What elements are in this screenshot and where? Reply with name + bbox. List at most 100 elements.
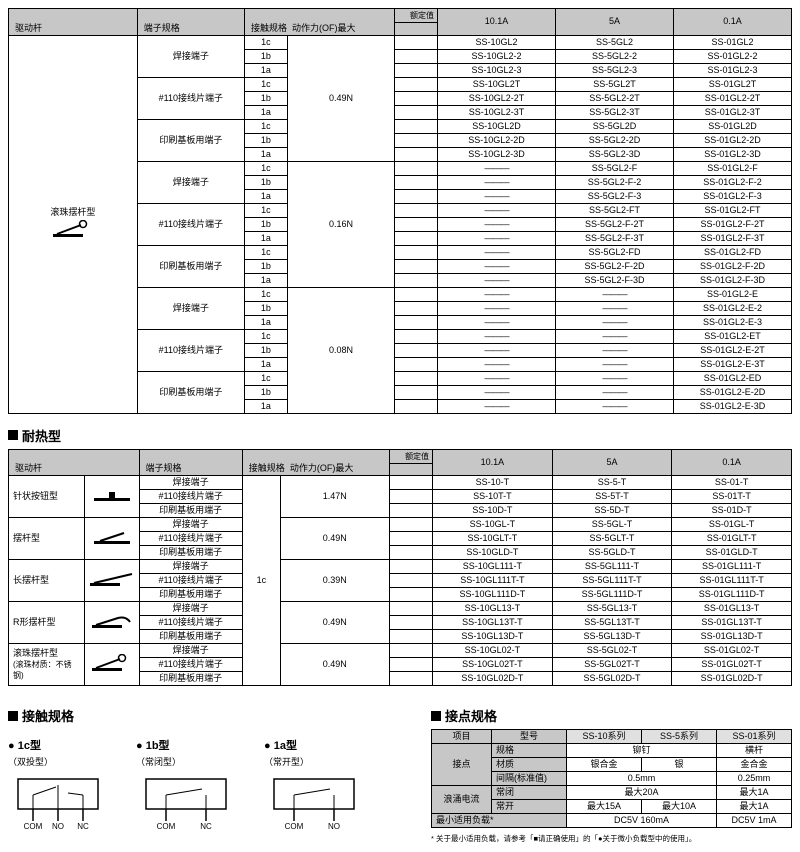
part-number: SS-01GL2-3T bbox=[673, 105, 791, 119]
part-number: ——— bbox=[437, 301, 555, 315]
sub-spec: 1a bbox=[244, 189, 287, 203]
part-number: ——— bbox=[437, 329, 555, 343]
part-number: SS-01GL13T-T bbox=[672, 616, 792, 630]
terminal-cell: #110接线片端子 bbox=[137, 77, 244, 119]
part-number: SS-01GL13D-T bbox=[672, 630, 792, 644]
pt-val: 金合金 bbox=[717, 758, 792, 772]
sub-spec: 1c bbox=[244, 329, 287, 343]
part-number: SS-5GL2T bbox=[555, 77, 673, 91]
svg-text:NC: NC bbox=[200, 822, 212, 831]
terminal-cell: 焊接端子 bbox=[139, 518, 242, 532]
ct-name: 1b型 bbox=[136, 737, 246, 753]
lever-icon-cell bbox=[85, 560, 139, 602]
terminal-cell: #110接线片端子 bbox=[139, 616, 242, 630]
pt-val: 最大15A bbox=[567, 800, 642, 814]
terminal-cell: #110接线片端子 bbox=[137, 329, 244, 371]
part-number: SS-10GL13T-T bbox=[433, 616, 553, 630]
part-number: SS-5GL2 bbox=[555, 35, 673, 49]
part-number: ——— bbox=[437, 385, 555, 399]
part-number: SS-01GL13-T bbox=[672, 602, 792, 616]
part-number: ——— bbox=[437, 259, 555, 273]
sub-spec: 1a bbox=[244, 63, 287, 77]
sub-spec: 1b bbox=[244, 343, 287, 357]
part-number: SS-01GLD-T bbox=[672, 546, 792, 560]
part-number: SS-10GL2-2 bbox=[437, 49, 555, 63]
part-number: SS-5GL2-2 bbox=[555, 49, 673, 63]
part-number: SS-5GL13-T bbox=[552, 602, 672, 616]
part-number: ——— bbox=[437, 175, 555, 189]
pt-val: 银 bbox=[642, 758, 717, 772]
terminal-cell: 印刷基板用端子 bbox=[137, 245, 244, 287]
part-number: SS-01GL02-T bbox=[672, 644, 792, 658]
lever-type-cell: 滚珠摆杆型 bbox=[9, 35, 138, 413]
t2-col3: 接触规格 bbox=[249, 463, 285, 473]
contact-types: 1c型（双投型）COMNONC1b型（常闭型）COMNC1a型（常开型）COMN… bbox=[8, 729, 411, 833]
sub-spec: 1c bbox=[244, 287, 287, 301]
terminal-cell: #110接线片端子 bbox=[139, 532, 242, 546]
of-cell: 0.08N bbox=[287, 287, 394, 413]
part-number: SS-01GL2-F-2 bbox=[673, 175, 791, 189]
of-cell: 0.49N bbox=[280, 644, 389, 686]
svg-text:COM: COM bbox=[24, 822, 43, 831]
table-row: 摆杆型焊接端子0.49NSS-10GL-TSS-5GL-TSS-01GL-T bbox=[9, 518, 792, 532]
part-number: SS-5GL2-3T bbox=[555, 105, 673, 119]
terminal-cell: #110接线片端子 bbox=[139, 658, 242, 672]
part-number: ——— bbox=[437, 245, 555, 259]
part-number: SS-01GL2-ET bbox=[673, 329, 791, 343]
part-number: SS-01GL2-3D bbox=[673, 147, 791, 161]
part-number: SS-01GL2-E-3 bbox=[673, 315, 791, 329]
part-number: SS-5GL2-3D bbox=[555, 147, 673, 161]
sub-spec: 1a bbox=[244, 147, 287, 161]
sub-spec: 1c bbox=[244, 371, 287, 385]
t2-col4: 动作力(OF)最大 bbox=[290, 463, 354, 473]
part-number: SS-01GL2-E-3T bbox=[673, 357, 791, 371]
pt-label: 常闭 bbox=[492, 786, 567, 800]
part-number: ——— bbox=[555, 385, 673, 399]
part-number: ——— bbox=[555, 315, 673, 329]
of-cell: 0.49N bbox=[287, 35, 394, 161]
pt-val: 铆钉 bbox=[567, 744, 717, 758]
lever-icon-cell bbox=[85, 476, 139, 518]
pt-header: SS-5系列 bbox=[642, 730, 717, 744]
part-number: SS-5-T bbox=[552, 476, 672, 490]
terminal-cell: 印刷基板用端子 bbox=[137, 371, 244, 413]
part-number: ——— bbox=[555, 343, 673, 357]
part-number: SS-01GL2-F-2D bbox=[673, 259, 791, 273]
contact-type: 1b型（常闭型）COMNC bbox=[136, 729, 246, 833]
sub-spec: 1b bbox=[244, 49, 287, 63]
pt-val: 最大20A bbox=[567, 786, 717, 800]
table-row: 最小适用负载*DC5V 160mADC5V 1mA bbox=[432, 814, 792, 828]
pt-header: 项目 bbox=[432, 730, 492, 744]
svg-text:COM: COM bbox=[157, 822, 176, 831]
svg-text:NO: NO bbox=[52, 822, 64, 831]
part-number: SS-10GLD-T bbox=[433, 546, 553, 560]
part-number: SS-01GL2-E-2D bbox=[673, 385, 791, 399]
part-number: SS-5GL2-F-2T bbox=[555, 217, 673, 231]
part-number: SS-01D-T bbox=[672, 504, 792, 518]
contact-type: 1a型（常开型）COMNO bbox=[264, 729, 374, 833]
lever-name: 滚珠摆杆型(滚珠材质：不锈钢) bbox=[9, 644, 85, 686]
table-row: 接点规格铆钉横杆 bbox=[432, 744, 792, 758]
pt-val: DC5V 1mA bbox=[717, 814, 792, 828]
part-number: SS-10GL-T bbox=[433, 518, 553, 532]
part-number: SS-01GL2-F-3D bbox=[673, 273, 791, 287]
pt-group: 接点 bbox=[432, 744, 492, 786]
part-number: SS-01GL2-F-3 bbox=[673, 189, 791, 203]
part-number: SS-5GL02D-T bbox=[552, 672, 672, 686]
lever-name: 长摆杆型 bbox=[9, 560, 85, 602]
lever-name: R形摆杆型 bbox=[9, 602, 85, 644]
part-number: SS-10GL02T-T bbox=[433, 658, 553, 672]
part-number: SS-5GL2-F-3T bbox=[555, 231, 673, 245]
sub-spec: 1a bbox=[244, 231, 287, 245]
ct-sub: （常开型） bbox=[264, 755, 374, 768]
pt-header: SS-01系列 bbox=[717, 730, 792, 744]
part-number: ——— bbox=[437, 161, 555, 175]
pt-group: 最小适用负载* bbox=[432, 814, 567, 828]
heat-section-title: 耐热型 bbox=[8, 426, 792, 445]
part-number: SS-01GL2-3 bbox=[673, 63, 791, 77]
part-number: SS-5GL2-2D bbox=[555, 133, 673, 147]
pt-header: 型号 bbox=[492, 730, 567, 744]
part-number: SS-5GL2-F-2 bbox=[555, 175, 673, 189]
part-number: SS-5GL2D bbox=[555, 119, 673, 133]
part-number: ——— bbox=[437, 203, 555, 217]
